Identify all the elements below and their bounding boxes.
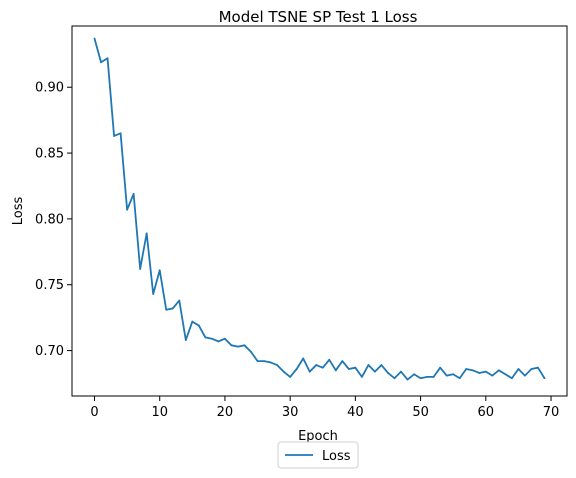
y-tick-label: 0.90 <box>35 81 64 96</box>
data-point-loss <box>360 376 363 378</box>
data-point-loss <box>250 350 252 353</box>
data-point-loss <box>413 373 415 376</box>
data-point-loss <box>426 376 429 378</box>
data-point-loss <box>256 360 259 363</box>
data-point-loss <box>315 364 318 366</box>
data-point-loss <box>243 344 246 347</box>
legend-label-loss: Loss <box>322 449 351 464</box>
data-point-loss <box>119 132 122 135</box>
data-point-loss <box>93 37 96 40</box>
data-point-loss <box>465 368 468 370</box>
data-point-loss <box>269 361 272 364</box>
data-point-loss <box>113 135 115 137</box>
series-points <box>93 37 546 381</box>
data-point-loss <box>152 293 155 295</box>
y-tick-label: 0.85 <box>35 147 64 162</box>
data-point-loss <box>458 377 461 380</box>
x-tick-label: 40 <box>347 405 364 420</box>
x-tick-label: 30 <box>282 405 299 420</box>
data-point-loss <box>321 366 324 369</box>
y-tick-label: 0.75 <box>35 278 64 293</box>
data-point-loss <box>171 307 174 310</box>
x-tick-label: 0 <box>90 405 98 420</box>
x-tick-label: 10 <box>151 405 168 420</box>
data-point-loss <box>217 340 220 343</box>
data-point-loss <box>341 360 344 363</box>
x-tick-label: 60 <box>478 405 495 420</box>
data-point-loss <box>504 373 507 376</box>
x-axis-ticks: 0 10 20 30 40 50 60 70 <box>90 396 559 420</box>
x-tick-label: 70 <box>543 405 560 420</box>
plot-frame <box>71 25 568 397</box>
data-point-loss <box>106 57 109 60</box>
data-point-loss <box>191 320 194 323</box>
data-point-loss <box>452 373 455 376</box>
data-point-loss <box>471 369 474 372</box>
y-tick-label: 0.80 <box>35 212 64 227</box>
data-point-loss <box>184 339 187 341</box>
data-point-loss <box>367 364 370 366</box>
data-point-loss <box>158 269 161 272</box>
y-tick-label: 0.70 <box>35 344 64 359</box>
data-point-loss <box>132 192 135 195</box>
data-point-loss <box>165 308 168 311</box>
data-point-loss <box>210 337 213 340</box>
data-point-loss <box>230 344 233 347</box>
data-point-loss <box>543 377 546 380</box>
x-tick-label: 20 <box>217 405 234 420</box>
y-axis-label: Loss <box>11 197 26 226</box>
data-point-loss <box>524 374 526 377</box>
chart-title: Model TSNE SP Test 1 Loss <box>219 8 418 26</box>
data-point-loss <box>204 336 207 339</box>
data-point-loss <box>530 368 533 370</box>
data-point-loss <box>224 337 226 340</box>
plot-area: 0 10 20 30 40 50 60 70 0.70 0.75 0.80 0.85 0.90 <box>35 25 568 420</box>
data-point-loss <box>387 372 389 374</box>
data-point-loss <box>308 370 311 373</box>
x-tick-label: 50 <box>412 405 429 420</box>
legend-box <box>277 441 359 469</box>
data-point-loss <box>406 378 409 381</box>
data-point-loss <box>380 364 383 366</box>
data-point-loss <box>334 369 337 372</box>
series-line-loss <box>93 38 546 381</box>
data-point-loss <box>419 377 422 380</box>
data-point-loss <box>393 377 396 380</box>
y-axis-ticks: 0.70 0.75 0.80 0.85 0.90 <box>35 81 72 359</box>
data-point-loss <box>491 374 494 377</box>
data-point-loss <box>302 357 305 360</box>
data-point-loss <box>289 376 292 378</box>
data-point-loss <box>439 366 442 369</box>
data-point-loss <box>400 370 402 373</box>
data-point-loss <box>432 376 435 378</box>
data-point-loss <box>517 368 520 370</box>
data-point-loss <box>139 268 142 270</box>
data-point-loss <box>178 299 181 302</box>
data-point-loss <box>445 374 448 377</box>
data-point-loss <box>497 369 500 372</box>
x-axis-label: Epoch <box>298 429 338 444</box>
data-point-loss <box>484 370 487 373</box>
data-point-loss <box>478 372 481 374</box>
data-point-loss <box>100 61 102 64</box>
data-point-loss <box>537 366 539 369</box>
data-point-loss <box>145 232 148 235</box>
data-point-loss <box>510 377 513 380</box>
data-point-loss <box>263 360 265 363</box>
data-point-loss <box>328 358 331 361</box>
legend: Loss <box>277 441 359 469</box>
data-point-loss <box>374 370 376 373</box>
data-point-loss <box>347 368 350 370</box>
data-point-loss <box>354 366 357 369</box>
data-point-loss <box>282 370 285 373</box>
data-point-loss <box>197 324 200 327</box>
data-point-loss <box>237 345 239 348</box>
data-point-loss <box>276 364 279 366</box>
data-point-loss <box>295 368 298 370</box>
data-point-loss <box>126 208 129 211</box>
